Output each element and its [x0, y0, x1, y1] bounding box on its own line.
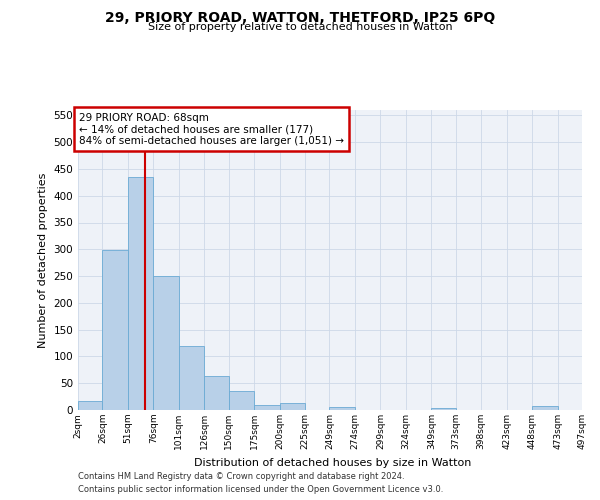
Bar [103, 250, 128, 410]
Y-axis label: Number of detached properties: Number of detached properties [38, 172, 48, 348]
Bar [154, 276, 179, 410]
Text: 29, PRIORY ROAD, WATTON, THETFORD, IP25 6PQ: 29, PRIORY ROAD, WATTON, THETFORD, IP25 … [105, 11, 495, 25]
Text: 29 PRIORY ROAD: 68sqm
← 14% of detached houses are smaller (177)
84% of semi-det: 29 PRIORY ROAD: 68sqm ← 14% of detached … [79, 112, 344, 146]
Text: Contains public sector information licensed under the Open Government Licence v3: Contains public sector information licen… [78, 485, 443, 494]
Bar [229, 390, 254, 410]
Bar [329, 408, 355, 410]
Bar [280, 403, 305, 410]
Text: Distribution of detached houses by size in Watton: Distribution of detached houses by size … [194, 458, 472, 468]
Text: Contains HM Land Registry data © Crown copyright and database right 2024.: Contains HM Land Registry data © Crown c… [78, 472, 404, 481]
Bar [204, 376, 229, 410]
Bar [254, 404, 280, 410]
Bar [532, 406, 557, 410]
Text: Size of property relative to detached houses in Watton: Size of property relative to detached ho… [148, 22, 452, 32]
Bar [78, 402, 103, 410]
Bar [431, 408, 456, 410]
Bar [128, 177, 154, 410]
Bar [179, 346, 204, 410]
